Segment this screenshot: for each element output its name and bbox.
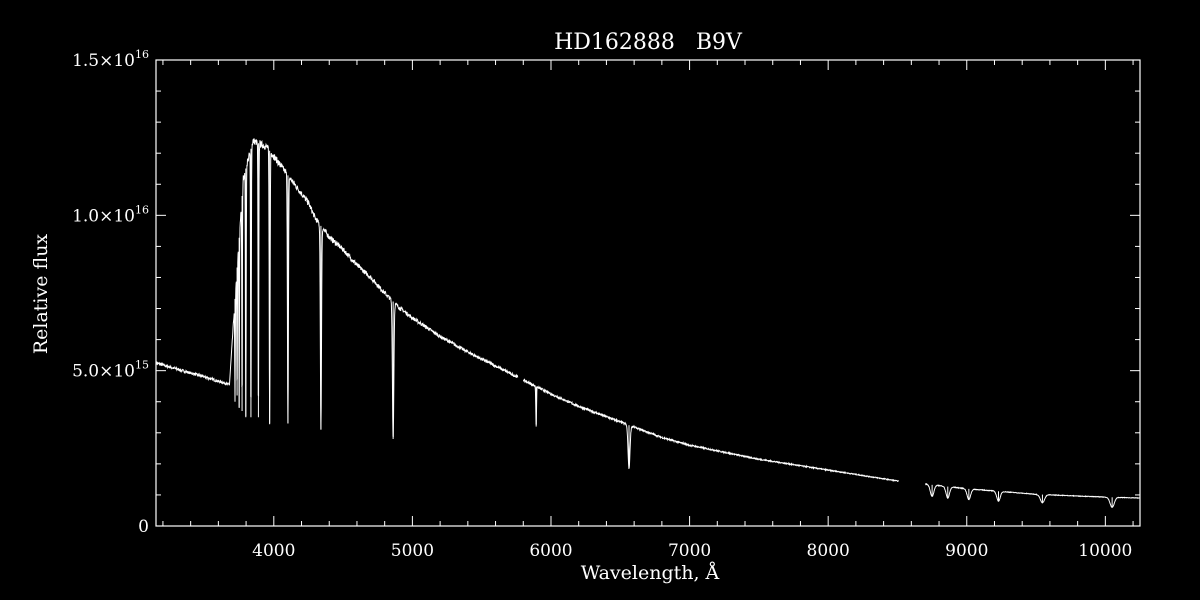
spectrum-series: [155, 138, 1141, 508]
y-tick-label: 1.0×1016: [72, 203, 149, 226]
x-tick-label: 9000: [945, 541, 988, 561]
spectrum-segment: [155, 138, 519, 438]
x-tick-label: 4000: [252, 541, 295, 561]
axis-ticks: [156, 59, 1140, 527]
x-tick-label: 8000: [807, 541, 850, 561]
x-tick-label: 5000: [391, 541, 434, 561]
y-axis-label: Relative flux: [30, 234, 52, 355]
x-tick-labels: 4000 5000 6000 7000 8000 9000 10000: [252, 541, 1132, 561]
x-axis-label: Wavelength, Å: [581, 562, 720, 584]
y-tick-label: 5.0×1015: [72, 359, 149, 382]
y-tick-labels: 0 5.0×1015 1.0×1016 1.5×1016: [72, 48, 149, 537]
x-tick-label: 10000: [1078, 541, 1132, 561]
chart-title: HD162888 B9V: [554, 30, 743, 55]
x-tick-label: 6000: [529, 541, 572, 561]
spectrum-segment: [522, 378, 900, 482]
plot-frame: [155, 59, 1141, 527]
x-tick-label: 7000: [668, 541, 711, 561]
y-tick-label: 1.5×1016: [72, 48, 149, 71]
y-tick-label: 0: [138, 517, 149, 537]
spectrum-segment: [924, 483, 1141, 508]
